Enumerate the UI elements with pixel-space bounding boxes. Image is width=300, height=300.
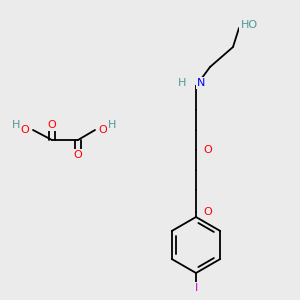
- Text: O: O: [204, 207, 212, 217]
- Text: I: I: [194, 283, 198, 293]
- Text: H: H: [12, 120, 20, 130]
- Text: HO: HO: [240, 20, 258, 30]
- Text: O: O: [204, 145, 212, 155]
- Text: O: O: [74, 150, 82, 160]
- Text: H: H: [178, 78, 186, 88]
- Text: H: H: [108, 120, 116, 130]
- Text: O: O: [48, 120, 56, 130]
- Text: N: N: [197, 78, 205, 88]
- Text: O: O: [21, 125, 29, 135]
- Text: O: O: [99, 125, 107, 135]
